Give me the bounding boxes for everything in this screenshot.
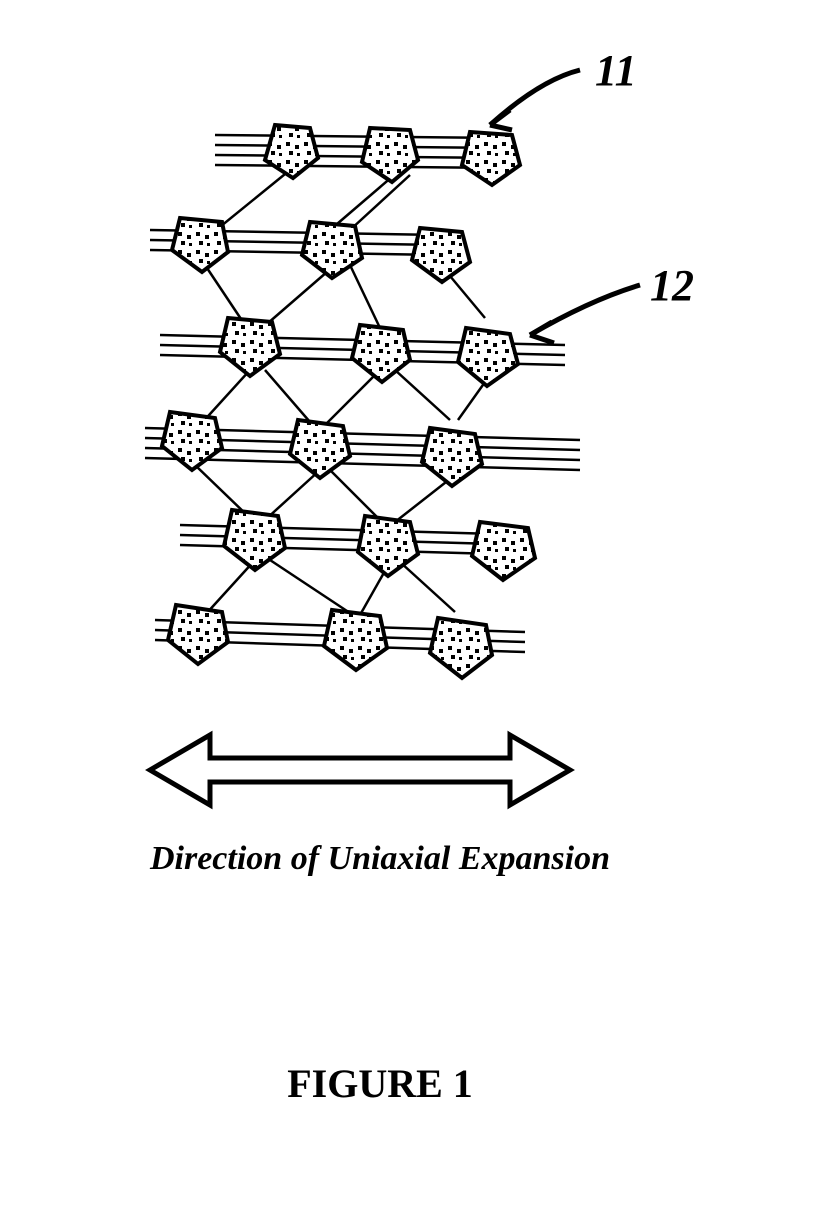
fibrils bbox=[145, 135, 580, 652]
figure-title: FIGURE 1 bbox=[50, 1060, 710, 1107]
callout-12 bbox=[530, 285, 640, 343]
direction-arrow bbox=[150, 735, 570, 805]
label-12: 12 bbox=[650, 261, 694, 310]
callout-11 bbox=[490, 70, 580, 130]
direction-caption: Direction of Uniaxial Expansion bbox=[50, 840, 710, 878]
figure-container: 11 12 Direction of Uniaxial Expansion FI… bbox=[50, 50, 781, 1169]
figure-svg: 11 12 Direction of Uniaxial Expansion FI… bbox=[50, 50, 781, 1169]
label-11: 11 bbox=[595, 50, 637, 95]
